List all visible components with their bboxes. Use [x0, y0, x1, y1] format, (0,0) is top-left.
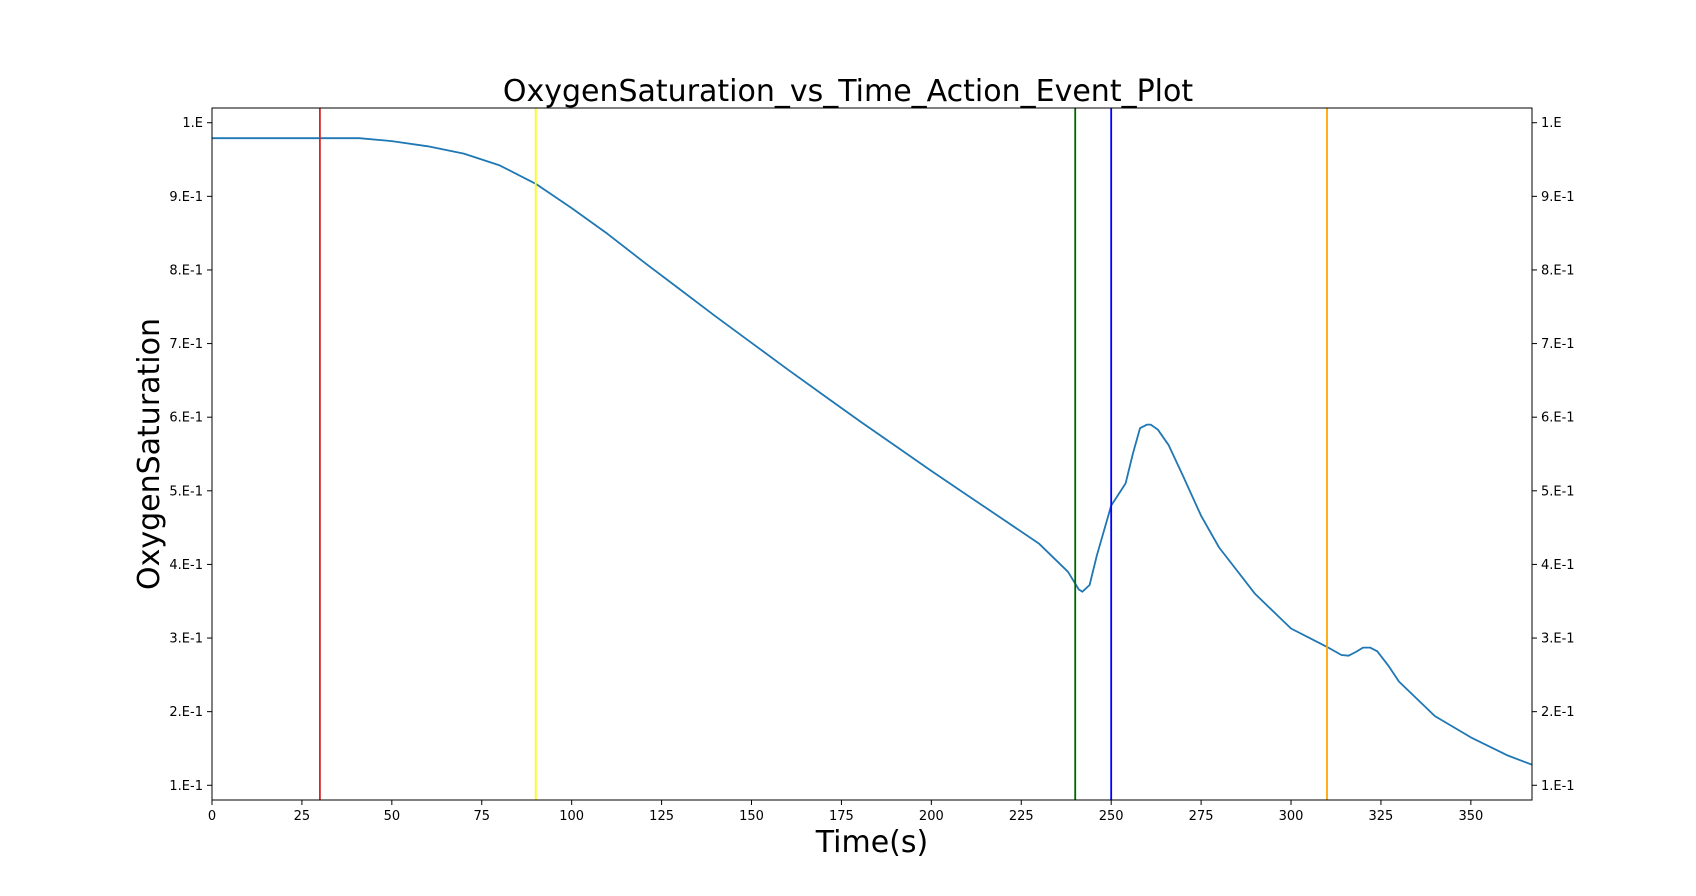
plot-frame [211, 107, 1533, 801]
y-tick-label-left: 2.E-1 [169, 705, 203, 720]
y-tick-label-left: 7.E-1 [169, 337, 203, 352]
y-tick-label-left: 1.E [182, 116, 203, 131]
x-tick-label: 200 [919, 809, 944, 824]
y-axis-label: OxygenSaturation [132, 318, 167, 590]
x-tick-label: 25 [294, 809, 311, 824]
series-line-0 [212, 137, 1533, 766]
y-tick-label-right: 3.E-1 [1541, 632, 1575, 647]
x-tick-label: 100 [559, 809, 584, 824]
y-tick-label-left: 3.E-1 [169, 632, 203, 647]
y-axis-right: 1.E-1 2.E-1 3.E-1 4.E-1 5.E-1 6.E-1 7.E-1 8.E-1… [1532, 116, 1575, 794]
y-tick-label-right: 8.E-1 [1541, 263, 1575, 278]
y-tick-label-right: 5.E-1 [1541, 484, 1575, 499]
x-tick-label: 150 [739, 809, 764, 824]
y-tick-label-right: 1.E [1541, 116, 1562, 131]
y-axis-left: 1.E-1 2.E-1 3.E-1 4.E-1 5.E-1 6.E-1 7.E-1 8.E-1… [169, 116, 212, 794]
x-axis-label: Time(s) [815, 825, 928, 860]
x-tick-label: 350 [1458, 809, 1483, 824]
plot-area [212, 108, 1533, 800]
x-tick-label: 275 [1189, 809, 1214, 824]
x-tick-label: 0 [208, 809, 216, 824]
x-tick-label: 175 [829, 809, 854, 824]
y-tick-label-right: 2.E-1 [1541, 705, 1575, 720]
x-tick-label: 125 [649, 809, 674, 824]
x-axis: 0 25 50 75 100 125 150 175 200 225 250 275 300 325 350 [208, 800, 1483, 824]
y-tick-label-left: 1.E-1 [169, 779, 203, 794]
y-tick-label-right: 1.E-1 [1541, 779, 1575, 794]
y-tick-label-right: 7.E-1 [1541, 337, 1575, 352]
y-tick-label-left: 4.E-1 [169, 558, 203, 573]
y-tick-label-right: 9.E-1 [1541, 190, 1575, 205]
x-tick-label: 300 [1279, 809, 1304, 824]
x-tick-label: 250 [1099, 809, 1124, 824]
x-tick-label: 75 [473, 809, 490, 824]
y-tick-label-left: 6.E-1 [169, 411, 203, 426]
x-tick-label: 325 [1369, 809, 1394, 824]
x-tick-label: 50 [384, 809, 401, 824]
y-tick-label-left: 9.E-1 [169, 190, 203, 205]
x-tick-label: 225 [1009, 809, 1034, 824]
y-tick-label-left: 8.E-1 [169, 263, 203, 278]
y-tick-label-right: 6.E-1 [1541, 411, 1575, 426]
chart-title: OxygenSaturation_vs_Time_Action_Event_Pl… [503, 74, 1194, 109]
y-tick-label-right: 4.E-1 [1541, 558, 1575, 573]
y-tick-label-left: 5.E-1 [169, 484, 203, 499]
